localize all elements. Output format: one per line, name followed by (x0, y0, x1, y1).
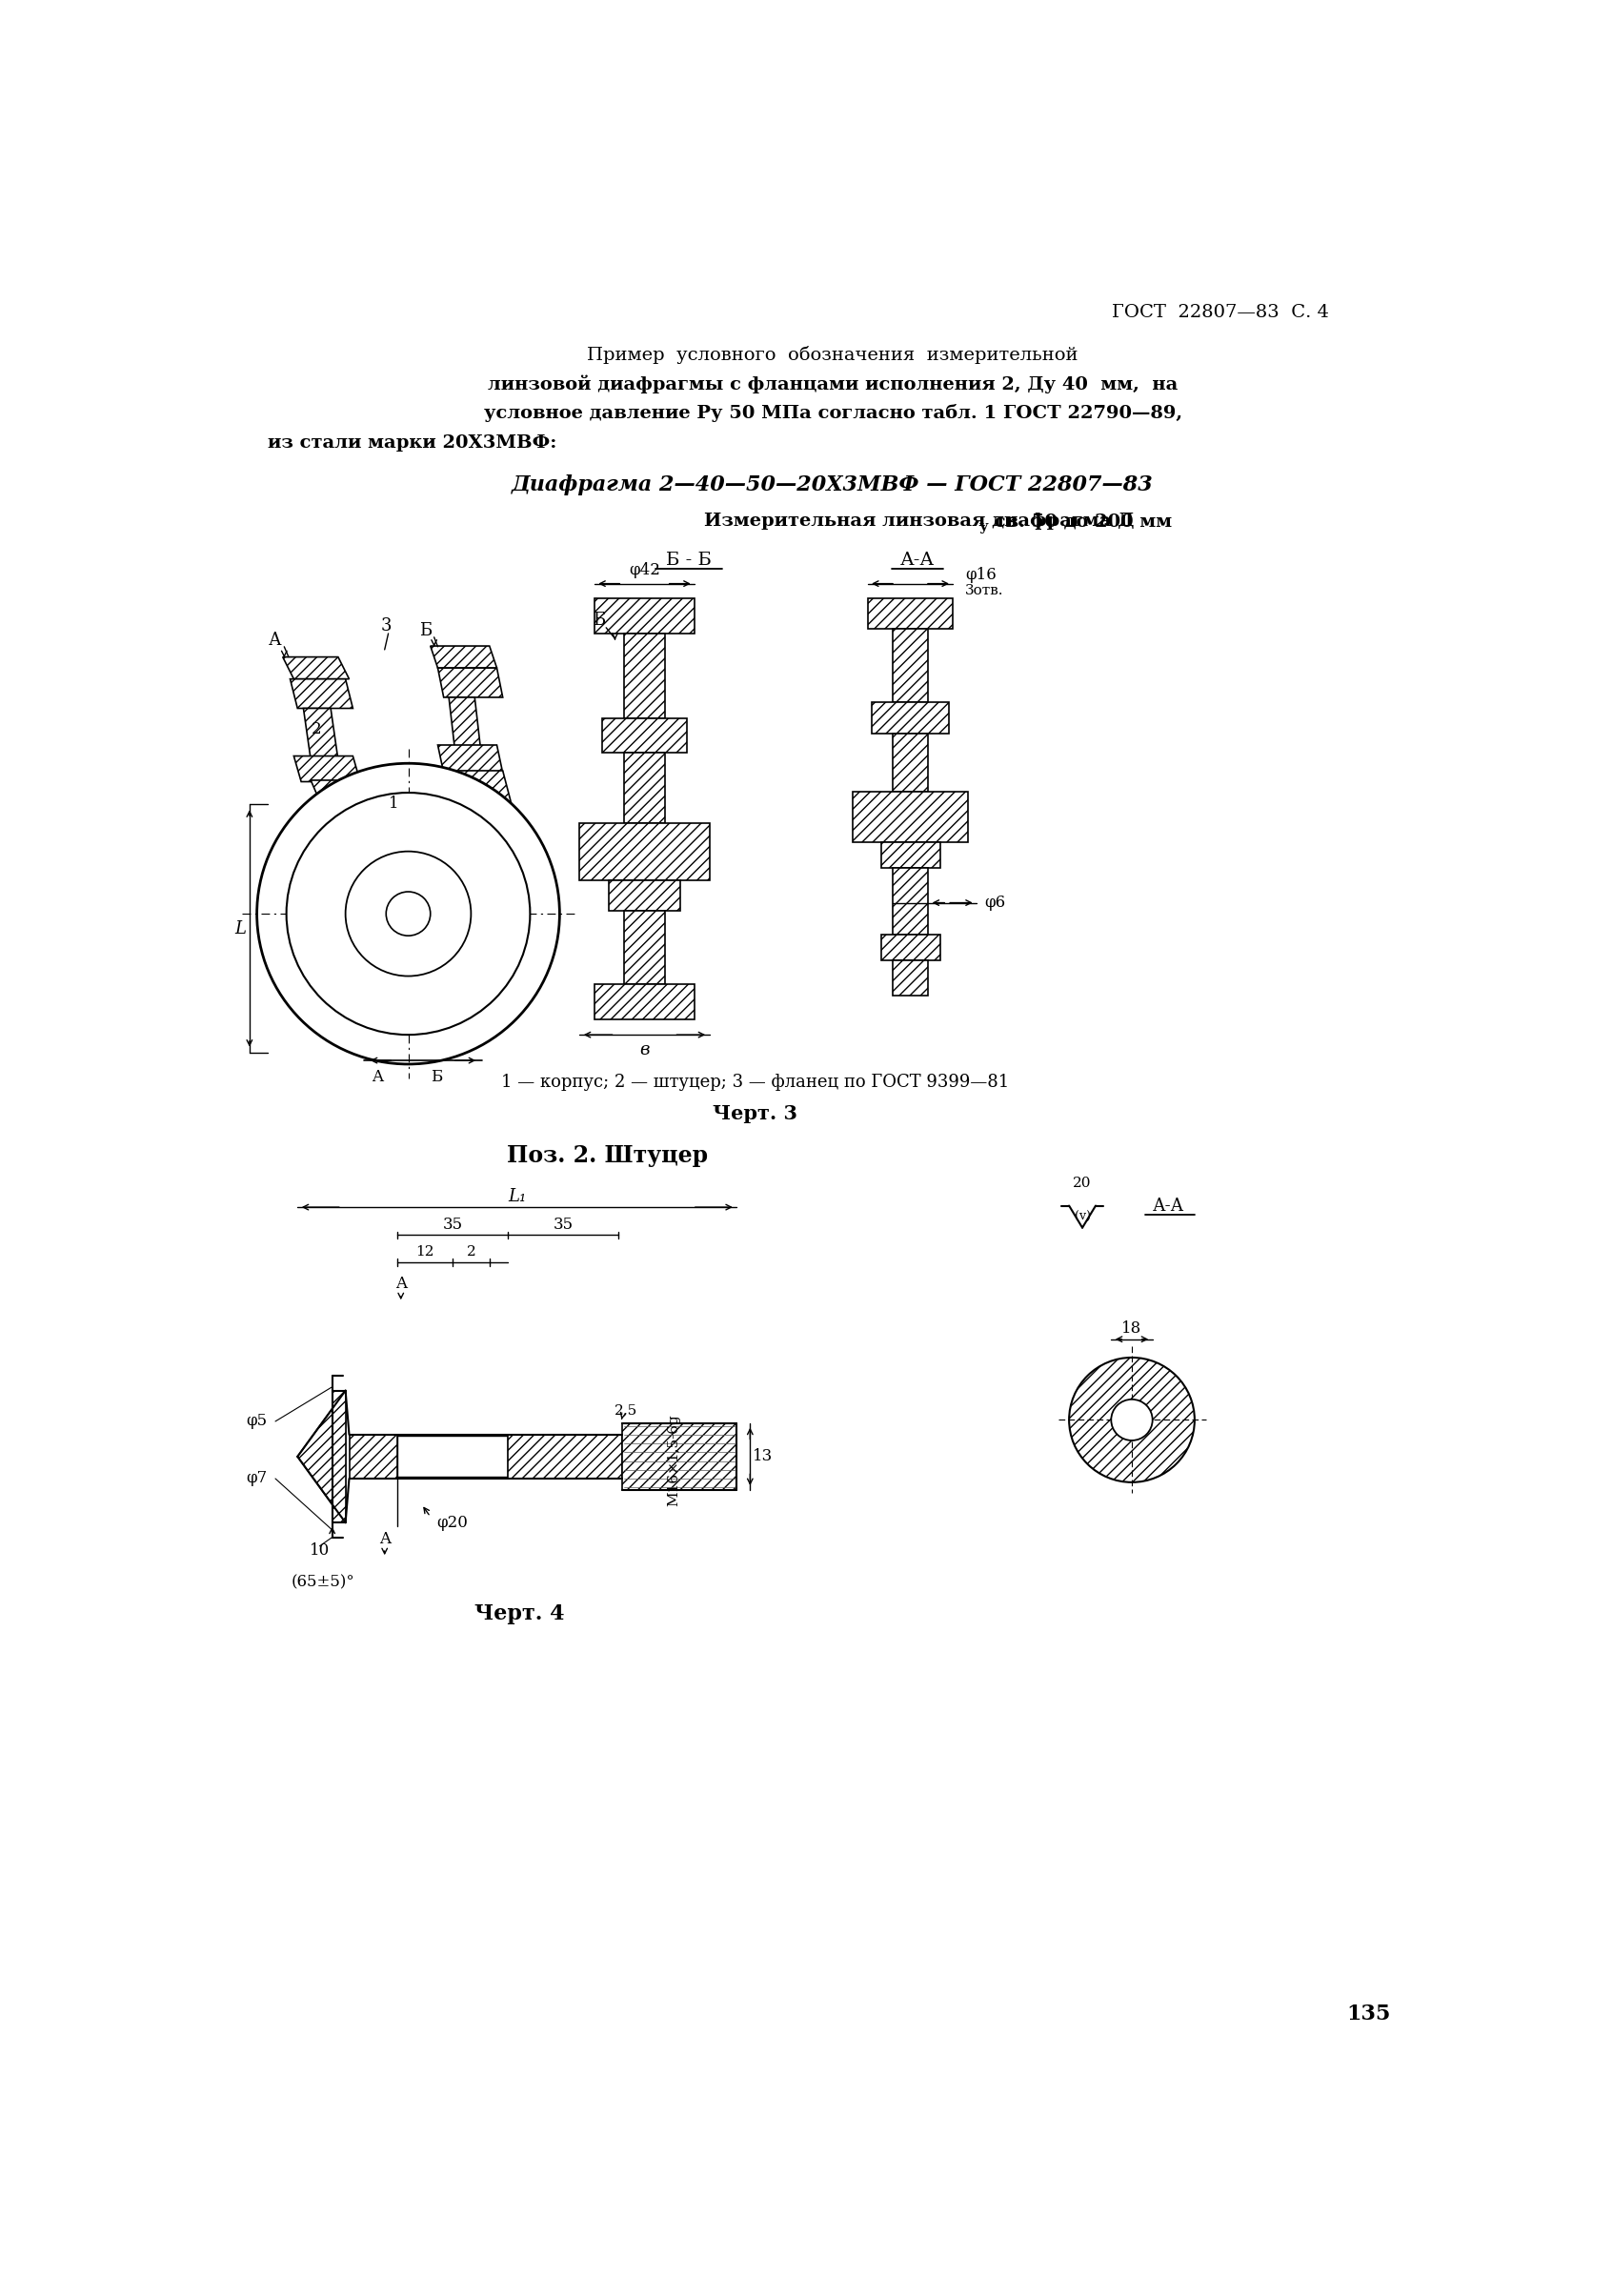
Circle shape (345, 852, 471, 976)
Polygon shape (438, 668, 503, 698)
Bar (609, 879, 680, 912)
Text: Черт. 4: Черт. 4 (474, 1605, 564, 1626)
Text: 35: 35 (553, 1217, 574, 1233)
Text: A: A (371, 1068, 384, 1084)
Polygon shape (337, 840, 430, 891)
Text: L: L (235, 921, 247, 937)
Text: φ20: φ20 (437, 1515, 467, 1531)
Bar (350, 1435, 397, 1479)
Text: линзовой диафрагмы с фланцами исполнения 2, Ду 40  мм,  на: линзовой диафрагмы с фланцами исполнения… (488, 374, 1178, 393)
Polygon shape (461, 833, 530, 877)
Text: Пример  условного  обозначения  измерительной: Пример условного обозначения измерительн… (587, 347, 1078, 363)
Text: 2,5: 2,5 (614, 1403, 638, 1417)
Text: Поз. 2. Штуцер: Поз. 2. Штуцер (508, 1143, 708, 1166)
Text: L₁: L₁ (508, 1187, 526, 1205)
Bar (580, 822, 709, 879)
Text: 2: 2 (311, 721, 321, 737)
Polygon shape (332, 1391, 345, 1522)
Text: φ5: φ5 (247, 1414, 268, 1430)
Bar (880, 843, 940, 868)
Text: 1: 1 (388, 797, 398, 813)
Bar (893, 960, 929, 996)
Text: ГОСТ  22807—83  С. 4: ГОСТ 22807—83 С. 4 (1112, 303, 1328, 321)
Polygon shape (445, 771, 519, 833)
Bar (853, 792, 967, 843)
Circle shape (287, 792, 530, 1035)
Circle shape (1111, 1398, 1153, 1440)
Text: св. 50 до 200 мм: св. 50 до 200 мм (988, 512, 1172, 530)
Text: 3: 3 (380, 618, 392, 634)
Bar (595, 599, 695, 634)
Text: условное давление Ру 50 МПа согласно табл. 1 ГОСТ 22790—89,: условное давление Ру 50 МПа согласно таб… (484, 404, 1182, 422)
Bar (624, 634, 666, 719)
Bar (595, 985, 695, 1019)
Bar (867, 599, 953, 629)
Polygon shape (377, 891, 456, 937)
Polygon shape (430, 645, 496, 668)
Polygon shape (438, 744, 503, 774)
Text: (v): (v) (1074, 1210, 1090, 1224)
Bar (508, 1435, 622, 1479)
Polygon shape (303, 709, 339, 760)
Text: Б: Б (593, 611, 604, 629)
Circle shape (387, 891, 430, 937)
Polygon shape (293, 755, 359, 781)
Text: 12: 12 (416, 1244, 434, 1258)
Text: 1 — корпус; 2 — штуцер; 3 — фланец по ГОСТ 9399—81: 1 — корпус; 2 — штуцер; 3 — фланец по ГО… (501, 1075, 1009, 1091)
Circle shape (256, 762, 559, 1063)
Text: 18: 18 (1122, 1320, 1141, 1336)
Text: A: A (379, 1531, 390, 1548)
Text: 3отв.: 3отв. (966, 583, 1003, 597)
Text: 20: 20 (1074, 1178, 1091, 1189)
Bar (397, 1435, 508, 1476)
Text: 135: 135 (1346, 2004, 1390, 2025)
Text: А: А (269, 631, 282, 650)
Bar (601, 719, 687, 753)
Bar (624, 912, 666, 985)
Text: 35: 35 (442, 1217, 463, 1233)
Text: А-А: А-А (901, 551, 935, 569)
Text: Б: Б (419, 622, 432, 638)
Polygon shape (298, 1391, 345, 1522)
Polygon shape (282, 657, 350, 680)
Bar (880, 934, 940, 960)
Text: φ7: φ7 (247, 1469, 268, 1488)
Text: Измерительная линзовая диафрагма Д: Измерительная линзовая диафрагма Д (703, 512, 1133, 530)
Text: φ42: φ42 (629, 563, 661, 579)
Text: 13: 13 (753, 1449, 772, 1465)
Polygon shape (448, 698, 480, 748)
Bar (893, 868, 929, 934)
Polygon shape (461, 877, 530, 937)
Polygon shape (290, 680, 353, 709)
Bar (624, 753, 666, 822)
Text: в: в (640, 1040, 650, 1058)
Circle shape (1069, 1357, 1194, 1483)
Text: Черт. 3: Черт. 3 (713, 1104, 798, 1123)
Text: А-А: А-А (1153, 1196, 1185, 1215)
Text: Б: Б (430, 1068, 442, 1084)
Text: 10: 10 (310, 1543, 330, 1559)
Text: M16×1,5-6g: M16×1,5-6g (667, 1414, 680, 1506)
Text: у: у (978, 519, 988, 533)
Text: Диафрагма 2—40—50—20Х3МВФ — ГОСТ 22807—83: Диафрагма 2—40—50—20Х3МВФ — ГОСТ 22807—8… (513, 473, 1154, 496)
Text: 2: 2 (466, 1244, 476, 1258)
Text: Б - Б: Б - Б (666, 551, 711, 569)
Text: φ6: φ6 (985, 895, 1006, 912)
Bar (893, 732, 929, 792)
Bar (622, 1424, 737, 1490)
Text: из стали марки 20Х3МВФ:: из стали марки 20Х3МВФ: (268, 434, 558, 452)
Text: φ16: φ16 (966, 567, 996, 583)
Text: (65±5)°: (65±5)° (292, 1575, 355, 1591)
Bar (893, 629, 929, 703)
Text: A: A (395, 1277, 406, 1293)
Polygon shape (311, 781, 390, 840)
Bar (872, 703, 949, 732)
